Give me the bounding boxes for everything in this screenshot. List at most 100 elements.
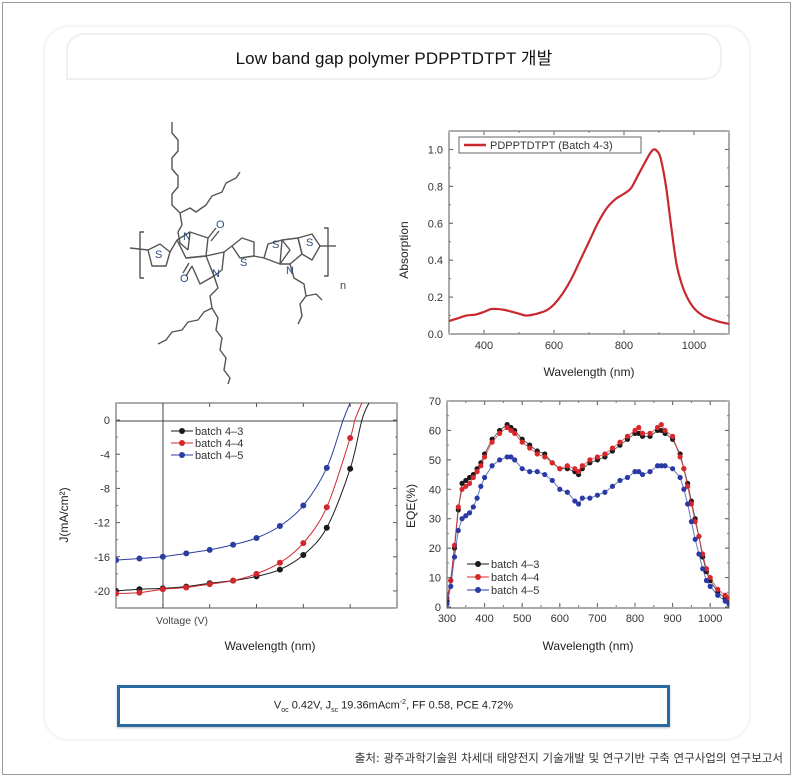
- data-point: [466, 474, 473, 481]
- data-point: [647, 430, 653, 436]
- data-point: [504, 454, 510, 460]
- y-tick-label: 0.8: [428, 181, 443, 193]
- series-batch-4-5: [447, 454, 729, 607]
- source-citation: 출처: 광주과학기술원 차세대 태양전지 기술개발 및 연구기반 구축 연구사업…: [354, 751, 783, 765]
- x-tick-label: 400: [475, 613, 493, 625]
- eqe-ticks: 0 10 20 30 40 50 60 70 300 400 500 600 700 800 900 1000: [429, 396, 730, 625]
- data-point: [183, 584, 190, 591]
- legend-swatch-marker: [179, 452, 185, 458]
- y-tick-label: -20: [94, 586, 110, 598]
- x-tick-label: 300: [438, 613, 456, 625]
- data-point: [658, 427, 664, 434]
- absorption-ylabel: Absorption: [397, 221, 411, 278]
- data-point: [632, 469, 638, 475]
- series-batch-4-3: [447, 421, 729, 604]
- data-point: [688, 501, 695, 507]
- data-point: [159, 586, 166, 593]
- absorption-plot-frame: [448, 130, 730, 335]
- data-point: [459, 480, 465, 486]
- data-point: [448, 577, 454, 584]
- data-point: [681, 466, 687, 472]
- data-point: [576, 501, 582, 507]
- y-tick-label: 0: [435, 602, 441, 614]
- legend-label: batch 4–3: [195, 426, 243, 438]
- data-point: [527, 469, 533, 475]
- result-summary-box: Voc 0.42V, Jsc 19.36mAcm-2, FF 0.58, PCE…: [117, 685, 670, 727]
- series-line: [449, 148, 729, 325]
- data-point: [300, 540, 307, 547]
- absorption-legend: PDPPTDTPT (Batch 4-3): [458, 136, 642, 154]
- y-tick-label: 0: [104, 415, 110, 427]
- data-point: [276, 566, 283, 573]
- data-point: [685, 501, 691, 507]
- data-point: [448, 583, 454, 590]
- data-point: [512, 430, 518, 436]
- x-tick-label: 1000: [698, 613, 722, 625]
- data-point: [636, 424, 642, 431]
- data-point: [455, 527, 461, 534]
- data-point: [576, 469, 582, 475]
- data-point: [447, 601, 450, 607]
- data-point: [542, 471, 548, 478]
- legend-item: batch 4–3: [467, 559, 539, 571]
- series-line: [447, 423, 729, 599]
- y-tick-label: 60: [429, 425, 441, 437]
- data-point: [463, 477, 469, 484]
- data-point: [323, 504, 330, 511]
- data-point: [253, 534, 260, 541]
- data-point: [587, 457, 593, 463]
- data-point: [670, 433, 676, 439]
- data-point: [508, 454, 514, 460]
- legend-label: batch 4–5: [195, 450, 243, 462]
- y-tick-label: 0.4: [428, 255, 443, 267]
- data-point: [636, 469, 642, 475]
- absorption-ticks: 0.0 0.2 0.4 0.6 0.8 1.0 400 600 800 1000: [428, 130, 730, 352]
- legend-item: batch 4–3: [171, 426, 243, 438]
- y-tick-label: 1.0: [428, 144, 443, 156]
- x-tick-label: 700: [588, 613, 606, 625]
- series-pdpptdtpt-(batch-4-3): [449, 148, 729, 325]
- data-point: [602, 489, 608, 495]
- data-point: [654, 463, 661, 469]
- data-point: [116, 590, 119, 597]
- eqe-ylabel: EQE(%): [404, 484, 418, 528]
- data-point: [572, 498, 578, 504]
- data-point: [470, 504, 476, 510]
- legend-item: batch 4–5: [467, 585, 539, 597]
- legend-item: batch 4–5: [171, 450, 243, 462]
- data-point: [707, 583, 713, 590]
- absorption-legend-box: [458, 136, 642, 154]
- data-point: [534, 469, 540, 475]
- data-point: [696, 533, 702, 539]
- data-point: [594, 454, 601, 460]
- data-point: [478, 483, 484, 489]
- data-point: [617, 477, 623, 484]
- y-tick-label: 0.2: [428, 292, 443, 304]
- absorption-lines: [449, 148, 729, 325]
- jv-inner-xlabel: Voltage (V): [156, 615, 208, 627]
- y-tick-label: -16: [94, 552, 110, 564]
- y-tick-label: -8: [100, 483, 110, 495]
- y-tick-label: 10: [429, 573, 441, 585]
- data-point: [670, 466, 676, 472]
- data-point: [323, 524, 330, 531]
- absorption-legend-label: PDPPTDTPT (Batch 4-3): [490, 140, 613, 152]
- data-point: [497, 457, 503, 463]
- eqe-xlabel: Wavelength (nm): [543, 639, 634, 653]
- data-point: [572, 466, 578, 472]
- data-point: [639, 471, 646, 478]
- x-tick-label: 500: [513, 613, 531, 625]
- data-point: [549, 477, 555, 484]
- data-point: [542, 454, 548, 460]
- legend-swatch-marker: [475, 574, 481, 580]
- x-tick-label: 600: [545, 340, 563, 352]
- data-point: [654, 424, 661, 431]
- legend-label: batch 4–4: [195, 438, 243, 450]
- data-point: [519, 466, 525, 472]
- legend-swatch-marker: [179, 440, 185, 446]
- data-point: [136, 589, 143, 596]
- series-line: [447, 423, 729, 602]
- data-point: [624, 433, 631, 439]
